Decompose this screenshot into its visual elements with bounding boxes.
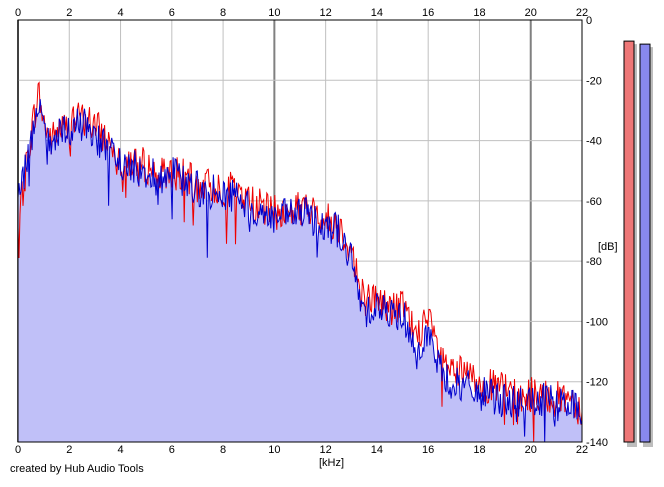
y-tick-label: -140 bbox=[586, 437, 608, 449]
x-axis-unit: [kHz] bbox=[319, 457, 345, 469]
x-tick-label-bottom: 22 bbox=[576, 444, 588, 456]
plot-border bbox=[17, 19, 583, 443]
y-tick-labels: 0 -20 -40 -60 -80 -100 -120 -140 bbox=[586, 15, 608, 449]
x-tick-label-top: 22 bbox=[576, 7, 588, 19]
y-tick-label: -60 bbox=[586, 196, 602, 208]
x-tick-label-bottom: 0 bbox=[15, 444, 21, 456]
x-tick-label-top: 14 bbox=[371, 7, 383, 19]
x-tick-label-bottom: 16 bbox=[422, 444, 434, 456]
level-meter-bar bbox=[639, 43, 651, 443]
x-tick-label-top: 4 bbox=[117, 7, 123, 19]
x-tick-label-bottom: 8 bbox=[220, 444, 226, 456]
x-tick-label-top: 10 bbox=[268, 7, 280, 19]
y-axis-unit: [dB] bbox=[598, 241, 618, 253]
x-tick-label-top: 16 bbox=[422, 7, 434, 19]
x-tick-label-bottom: 18 bbox=[473, 444, 485, 456]
y-tick-label: -40 bbox=[586, 136, 602, 148]
x-tick-label-top: 20 bbox=[525, 7, 537, 19]
level-meters bbox=[623, 40, 653, 447]
x-tick-label-top: 0 bbox=[15, 7, 21, 19]
x-tick-labels-top: 0 2 4 6 8 10 12 14 16 18 20 22 bbox=[15, 7, 588, 19]
credit-text: created by Hub Audio Tools bbox=[10, 463, 144, 475]
y-tick-label: -20 bbox=[586, 75, 602, 87]
y-tick-label: -120 bbox=[586, 377, 608, 389]
x-tick-label-bottom: 2 bbox=[66, 444, 72, 456]
x-tick-label-top: 8 bbox=[220, 7, 226, 19]
x-tick-label-top: 18 bbox=[473, 7, 485, 19]
x-tick-label-bottom: 20 bbox=[525, 444, 537, 456]
x-tick-label-top: 2 bbox=[66, 7, 72, 19]
x-tick-labels-bottom: 0 2 4 6 8 10 12 14 16 18 20 22 bbox=[15, 444, 588, 456]
level-meter-bar bbox=[623, 40, 635, 443]
x-tick-label-bottom: 4 bbox=[117, 444, 123, 456]
y-tick-label: -100 bbox=[586, 316, 608, 328]
series-line-1 bbox=[17, 81, 583, 443]
x-tick-label-bottom: 12 bbox=[320, 444, 332, 456]
spectrum-lines bbox=[17, 81, 583, 443]
y-tick-label: -80 bbox=[586, 256, 602, 268]
x-tick-label-bottom: 14 bbox=[371, 444, 383, 456]
x-tick-label-bottom: 10 bbox=[268, 444, 280, 456]
y-tick-label: 0 bbox=[586, 15, 592, 27]
x-tick-label-top: 12 bbox=[320, 7, 332, 19]
series-line-2 bbox=[17, 99, 583, 443]
x-tick-label-bottom: 6 bbox=[169, 444, 175, 456]
x-tick-label-top: 6 bbox=[169, 7, 175, 19]
